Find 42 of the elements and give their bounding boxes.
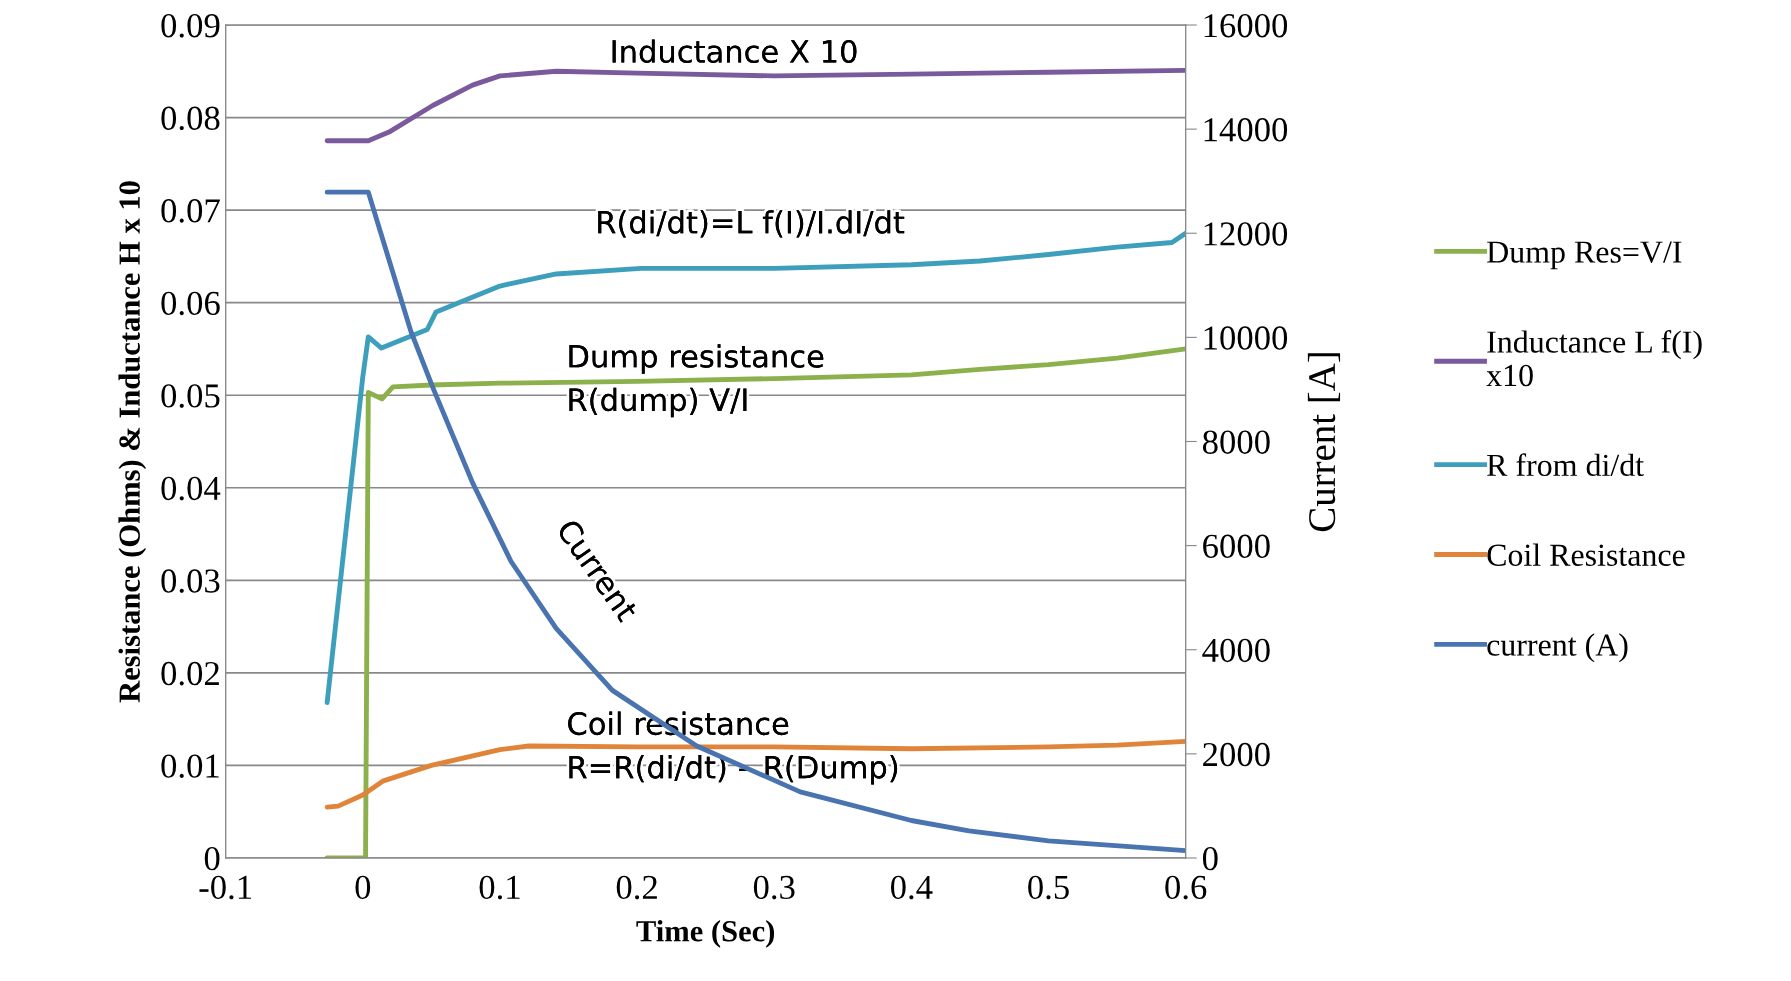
y-tick-label: 0.06 xyxy=(161,291,220,316)
y-tick-label: 0.09 xyxy=(161,13,220,38)
y-tick-label: 0.07 xyxy=(161,199,220,223)
y2-tick-label: 8000 xyxy=(1202,430,1270,454)
y-tick-label: 0.04 xyxy=(161,476,221,501)
annotation: Dump resistance R(dump) V/I xyxy=(569,344,824,418)
y2-tick-label: 0 xyxy=(1202,846,1218,871)
y-axis-title: Resistance (Ohms) & Inductance H x 10 xyxy=(118,181,147,703)
annotation: R(di/dt)=L f(I)/I.dI/dt xyxy=(598,210,905,238)
y-tick-label: 0 xyxy=(204,846,220,871)
x-tick-label: -0.1 xyxy=(199,875,252,900)
x-tick-label: 0.1 xyxy=(479,875,520,900)
y-tick-label: 0.05 xyxy=(161,384,220,408)
y-tick-label: 0.01 xyxy=(161,754,219,778)
line-series xyxy=(324,189,1186,854)
line-series xyxy=(324,67,1186,144)
legend-label: Inductance L f(I) x10 xyxy=(1486,330,1702,387)
legend-label: R from di/dt xyxy=(1487,453,1644,477)
y-tick-label: 0.03 xyxy=(161,569,220,593)
x-tick-label: 0.2 xyxy=(616,875,657,900)
legend-label: current (A) xyxy=(1487,633,1628,663)
y-tick-label: 0.02 xyxy=(161,661,219,686)
y-tick-label: 0.08 xyxy=(161,106,220,131)
x-tick-label: 0.3 xyxy=(753,875,795,900)
line-series xyxy=(324,738,1186,810)
x-tick-label: 0.5 xyxy=(1028,875,1069,900)
y2-tick-label: 2000 xyxy=(1203,742,1270,767)
x-axis-title: Time (Sec) xyxy=(636,920,775,948)
x-tick-label: 0.6 xyxy=(1165,875,1207,900)
annotation: Inductance X 10 xyxy=(612,39,857,64)
y2-tick-label: 4000 xyxy=(1202,638,1270,663)
x-tick-label: 0.4 xyxy=(890,875,933,900)
y2-tick-label: 14000 xyxy=(1204,118,1288,142)
legend-label: Coil Resistance xyxy=(1487,543,1685,566)
line-series xyxy=(324,346,1186,858)
y2-tick-label: 12000 xyxy=(1204,222,1288,246)
x-tick-label: 0 xyxy=(355,875,371,900)
y2-tick-label: 16000 xyxy=(1204,13,1288,38)
y2-tick-label: 6000 xyxy=(1203,534,1270,559)
legend-label: Dump Res=V/I xyxy=(1487,241,1682,270)
y2-tick-label: 10000 xyxy=(1204,326,1288,350)
y2-axis-title: Current [A] xyxy=(1307,353,1341,532)
